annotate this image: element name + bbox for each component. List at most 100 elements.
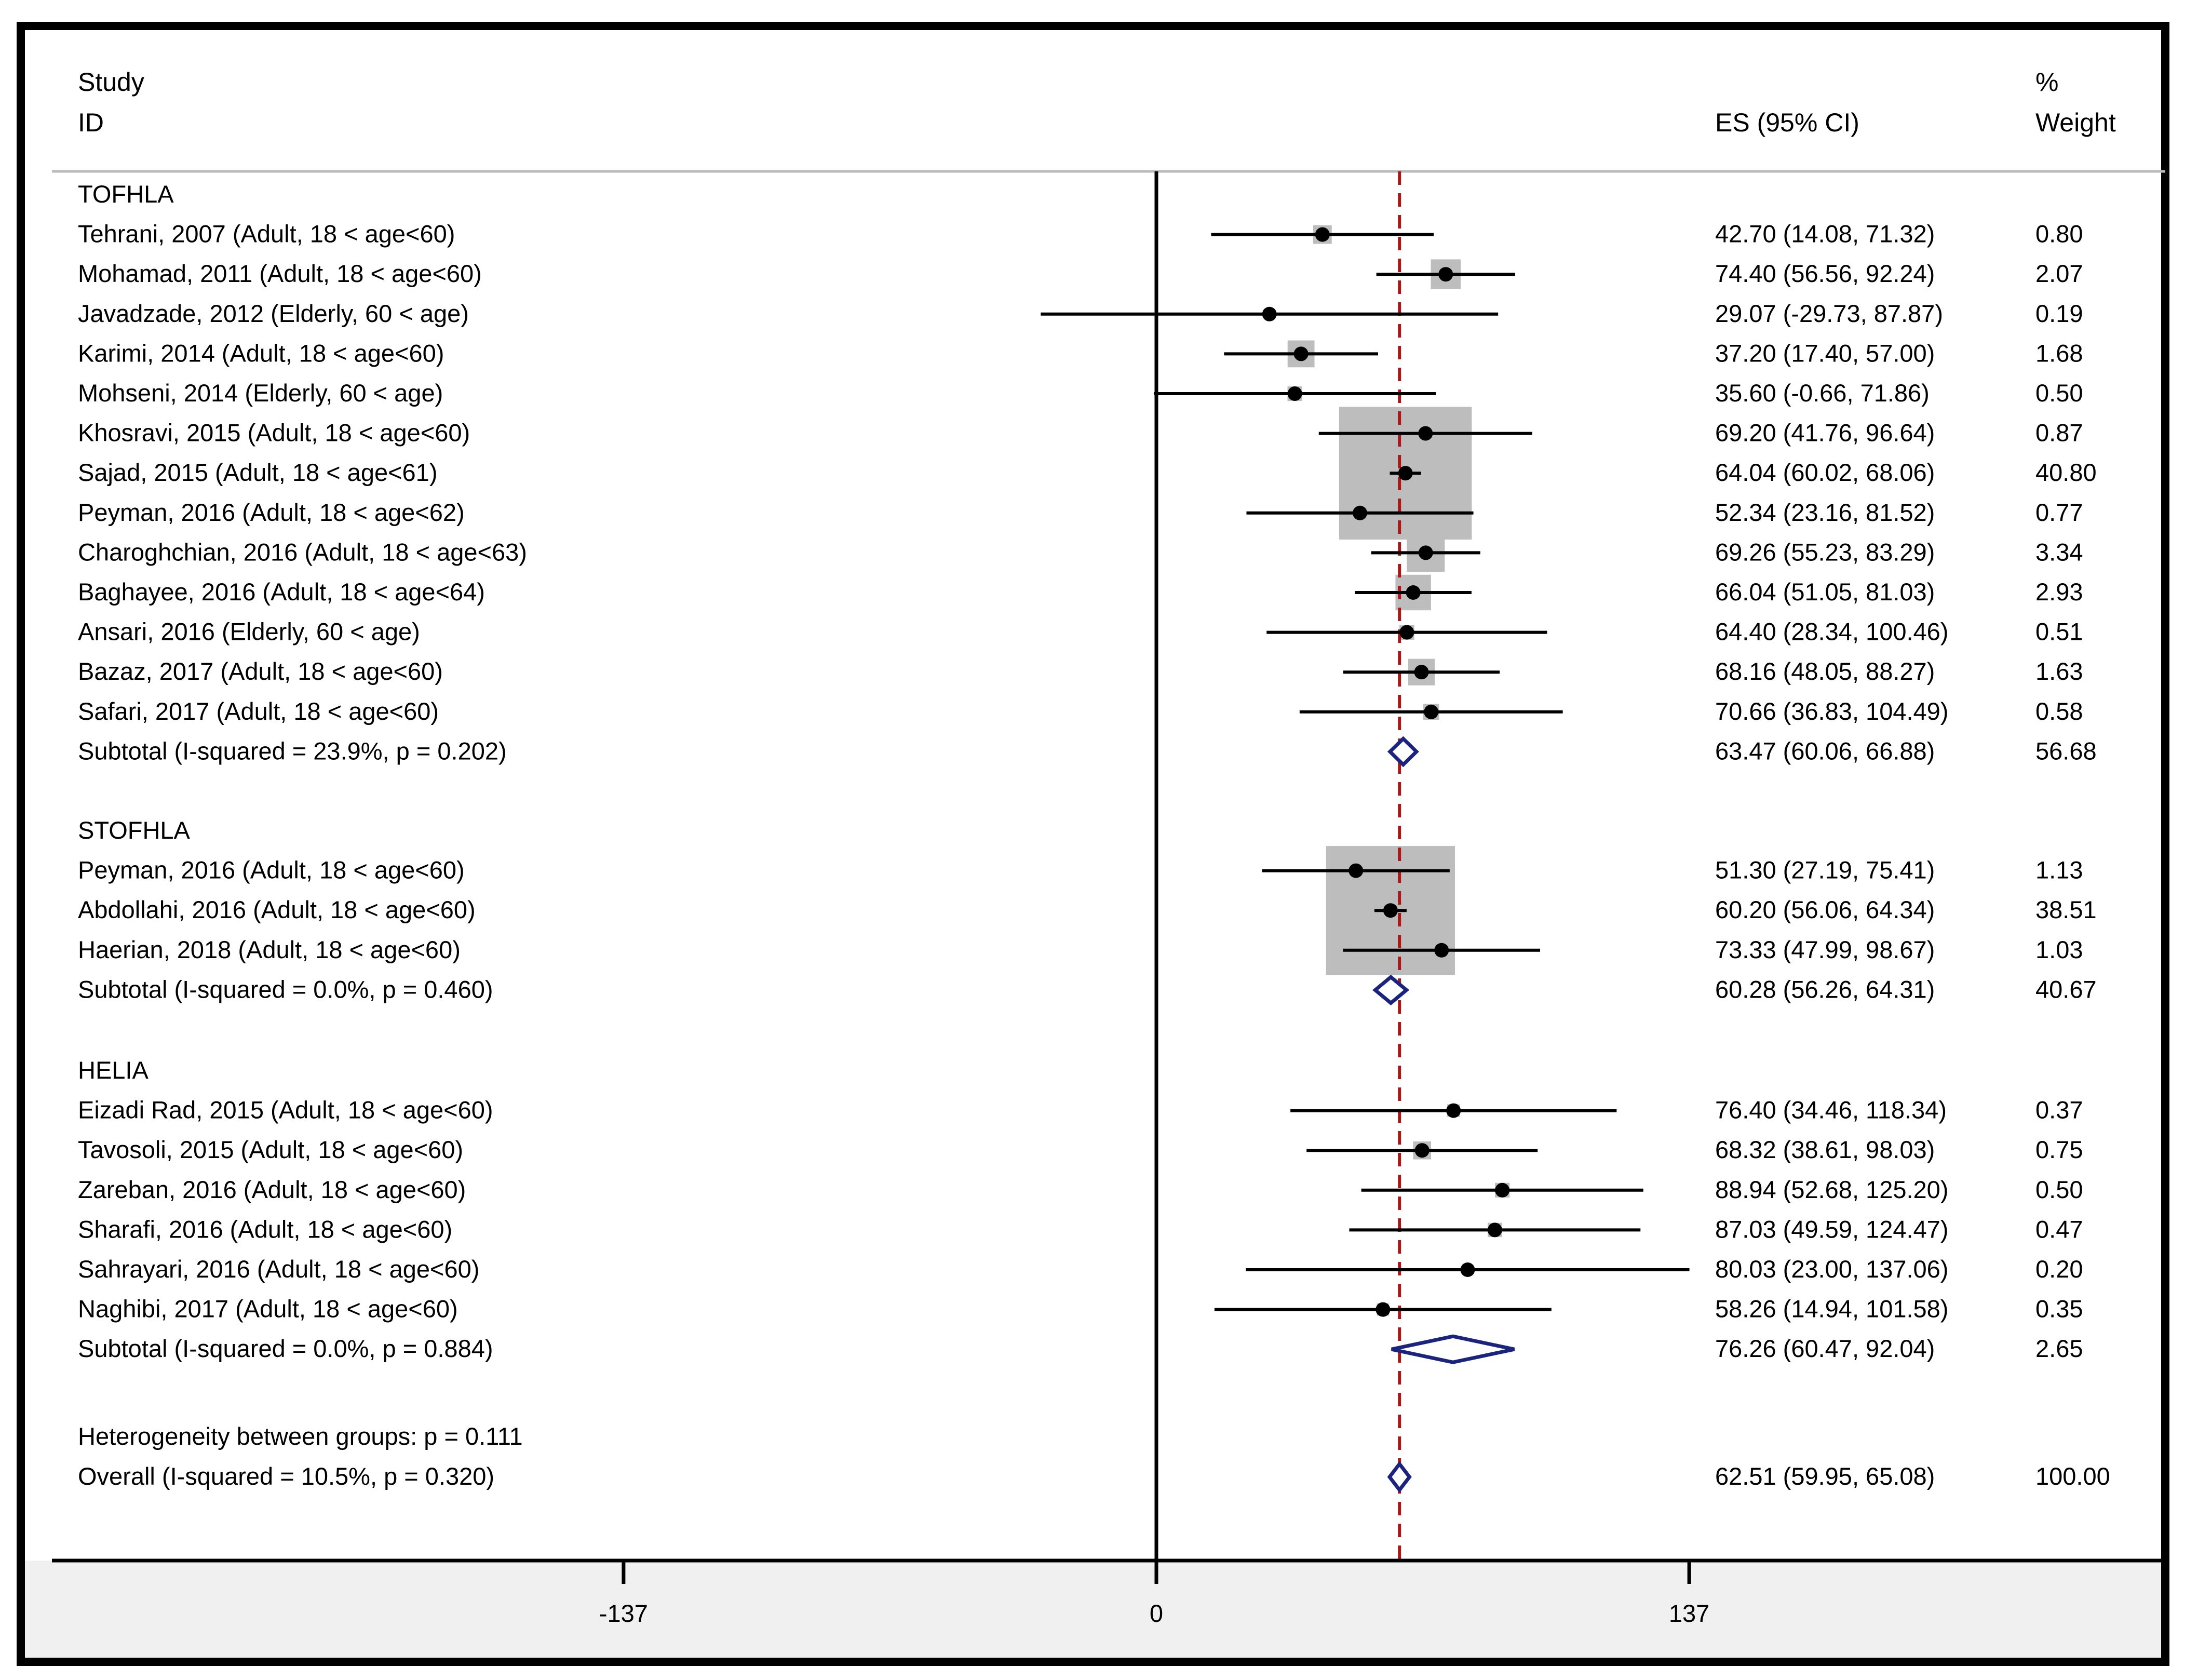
group-stofhla-study-3-ci-text: 73.33 (47.99, 98.67) (1715, 936, 1935, 963)
group-tofhla-study-13-point (1424, 704, 1439, 719)
group-stofhla-study-3-weight-text: 1.03 (2035, 936, 2083, 963)
group-tofhla-study-6-weight-text: 0.87 (2035, 419, 2083, 447)
group-helia-study-5-point (1460, 1262, 1475, 1277)
group-tofhla-study-10-label: Baghayee, 2016 (Adult, 18 < age<64) (78, 578, 485, 606)
group-helia-study-6-point (1376, 1302, 1391, 1317)
outer-frame (17, 22, 2169, 1666)
group-tofhla-study-9-weight-text: 3.34 (2035, 538, 2083, 566)
group-tofhla-study-5-point (1287, 386, 1302, 401)
group-tofhla-study-11-point (1399, 625, 1414, 640)
group-stofhla-study-3-point (1434, 943, 1449, 958)
group-tofhla-study-4-ci-text: 37.20 (17.40, 57.00) (1715, 339, 1935, 367)
group-tofhla-study-7-ci-text: 64.04 (60.02, 68.06) (1715, 459, 1935, 486)
group-tofhla-study-2-point (1438, 267, 1453, 282)
group-tofhla-study-4-point (1293, 346, 1309, 361)
group-tofhla-study-3-point (1262, 306, 1277, 321)
group-tofhla-study-1-point (1315, 227, 1330, 242)
heterogeneity-text: Heterogeneity between groups: p = 0.111 (78, 1422, 523, 1450)
group-helia-study-1-weight-text: 0.37 (2035, 1096, 2083, 1124)
group-tofhla-study-10-weight-text: 2.93 (2035, 578, 2083, 606)
group-helia-study-3-label: Zareban, 2016 (Adult, 18 < age<60) (78, 1176, 466, 1203)
group-helia-study-4-point (1487, 1222, 1502, 1238)
group-tofhla-subtotal-label: Subtotal (I-squared = 23.9%, p = 0.202) (78, 737, 507, 764)
x-axis: -137 0 137 (52, 1558, 2165, 1627)
group-helia-study-3-weight-text: 0.50 (2035, 1176, 2083, 1203)
group-tofhla-study-3-ci-text: 29.07 (-29.73, 87.87) (1715, 300, 1943, 327)
group-tofhla-study-2-ci-text: 74.40 (56.56, 92.24) (1715, 260, 1935, 287)
group-stofhla-study-2-point (1383, 903, 1398, 918)
header-es-label: ES (95% CI) (1715, 108, 1859, 137)
group-stofhla-study-1-point (1349, 863, 1364, 878)
group-helia-study-4-ci-text: 87.03 (49.59, 124.47) (1715, 1215, 1948, 1243)
group-tofhla-study-13-label: Safari, 2017 (Adult, 18 < age<60) (78, 697, 439, 725)
header-study-label: Study (78, 68, 144, 97)
group-tofhla-study-6-ci-text: 69.20 (41.76, 96.64) (1715, 419, 1935, 447)
group-helia-study-5-ci-text: 80.03 (23.00, 137.06) (1715, 1255, 1948, 1283)
group-helia-study-6-ci-text: 58.26 (14.94, 101.58) (1715, 1295, 1948, 1323)
group-tofhla-study-6-point (1418, 426, 1433, 441)
group-helia-study-5-weight-text: 0.20 (2035, 1255, 2083, 1283)
group-tofhla-study-3-label: Javadzade, 2012 (Elderly, 60 < age) (78, 300, 469, 327)
x-tick-label-1: 0 (1150, 1600, 1163, 1627)
group-helia-study-3-ci-text: 88.94 (52.68, 125.20) (1715, 1176, 1948, 1203)
study-labels: TOFHLA Tehrani, 2007 (Adult, 18 < age<60)… (78, 180, 2110, 1490)
group-tofhla-study-6-label: Khosravi, 2015 (Adult, 18 < age<60) (78, 419, 470, 447)
overall-diamond (1387, 1461, 1412, 1493)
group-helia-study-2-ci-text: 68.32 (38.61, 98.03) (1715, 1136, 1935, 1163)
overall-weight-text: 100.00 (2035, 1462, 2110, 1490)
group-helia-study-5-label: Sahrayari, 2016 (Adult, 18 < age<60) (78, 1255, 479, 1283)
group-stofhla-subtotal-label: Subtotal (I-squared = 0.0%, p = 0.460) (78, 975, 493, 1003)
group-helia-study-1-ci-text: 76.40 (34.46, 118.34) (1715, 1096, 1947, 1124)
group-tofhla-study-8-ci-text: 52.34 (23.16, 81.52) (1715, 499, 1935, 526)
group-tofhla-subtotal-ci-text: 63.47 (60.06, 66.88) (1715, 737, 1935, 764)
group-tofhla-study-12-weight-text: 1.63 (2035, 657, 2083, 685)
group-helia-study-2-label: Tavosoli, 2015 (Adult, 18 < age<60) (78, 1136, 463, 1163)
group-tofhla-study-11-weight-text: 0.51 (2035, 618, 2083, 646)
group-stofhla-study-2-weight-text: 38.51 (2035, 896, 2097, 923)
group-tofhla-study-5-ci-text: 35.60 (-0.66, 71.86) (1715, 379, 1930, 407)
group-helia-heading: HELIA (78, 1056, 149, 1084)
group-tofhla-study-1-label: Tehrani, 2007 (Adult, 18 < age<60) (78, 220, 455, 248)
overall-ci-text: 62.51 (59.95, 65.08) (1715, 1462, 1935, 1490)
group-tofhla-study-4-label: Karimi, 2014 (Adult, 18 < age<60) (78, 339, 444, 367)
group-tofhla-study-8-label: Peyman, 2016 (Adult, 18 < age<62) (78, 499, 465, 526)
group-stofhla-study-2-ci-text: 60.20 (56.06, 64.34) (1715, 896, 1935, 923)
axis-band (21, 1561, 2165, 1662)
header-id-label: ID (78, 108, 104, 137)
group-tofhla-study-13-ci-text: 70.66 (36.83, 104.49) (1715, 697, 1948, 725)
group-tofhla-study-3-weight-text: 0.19 (2035, 300, 2083, 327)
group-helia-study-4-label: Sharafi, 2016 (Adult, 18 < age<60) (78, 1215, 452, 1243)
group-tofhla-subtotal-weight-text: 56.68 (2035, 737, 2097, 764)
group-tofhla-study-12-point (1414, 665, 1429, 680)
overall-label: Overall (I-squared = 10.5%, p = 0.320) (78, 1462, 494, 1490)
group-tofhla-study-5-weight-text: 0.50 (2035, 379, 2083, 407)
group-helia-subtotal-ci-text: 76.26 (60.47, 92.04) (1715, 1335, 1935, 1362)
group-tofhla-study-5-label: Mohseni, 2014 (Elderly, 60 < age) (78, 379, 443, 407)
header-pct-label: % (2035, 68, 2058, 97)
study-marks (1041, 227, 1690, 1493)
group-stofhla-study-2-label: Abdollahi, 2016 (Adult, 18 < age<60) (78, 896, 476, 923)
group-stofhla-subtotal-diamond (1372, 974, 1410, 1005)
header-weight-label: Weight (2035, 108, 2116, 137)
group-tofhla-study-7-weight-text: 40.80 (2035, 459, 2097, 486)
group-stofhla-subtotal-weight-text: 40.67 (2035, 975, 2097, 1003)
group-helia-study-2-point (1414, 1143, 1430, 1158)
group-tofhla-study-8-weight-text: 0.77 (2035, 499, 2083, 526)
group-tofhla-study-7-point (1398, 466, 1413, 481)
group-tofhla-study-12-ci-text: 68.16 (48.05, 88.27) (1715, 657, 1935, 685)
group-tofhla-subtotal-diamond (1387, 736, 1419, 768)
group-helia-study-1-point (1446, 1103, 1461, 1118)
group-helia-study-3-point (1495, 1182, 1510, 1198)
group-helia-subtotal-weight-text: 2.65 (2035, 1335, 2083, 1362)
group-stofhla-study-1-ci-text: 51.30 (27.19, 75.41) (1715, 856, 1935, 884)
group-helia-study-6-weight-text: 0.35 (2035, 1295, 2083, 1323)
group-helia-study-6-label: Naghibi, 2017 (Adult, 18 < age<60) (78, 1295, 458, 1323)
group-tofhla-study-9-ci-text: 69.26 (55.23, 83.29) (1715, 538, 1935, 566)
group-tofhla-study-2-weight-text: 2.07 (2035, 260, 2083, 287)
group-stofhla-study-1-label: Peyman, 2016 (Adult, 18 < age<60) (78, 856, 465, 884)
group-helia-subtotal-diamond (1391, 1334, 1515, 1364)
group-stofhla-subtotal-ci-text: 60.28 (56.26, 64.31) (1715, 975, 1935, 1003)
group-tofhla-study-1-weight-text: 0.80 (2035, 220, 2083, 248)
